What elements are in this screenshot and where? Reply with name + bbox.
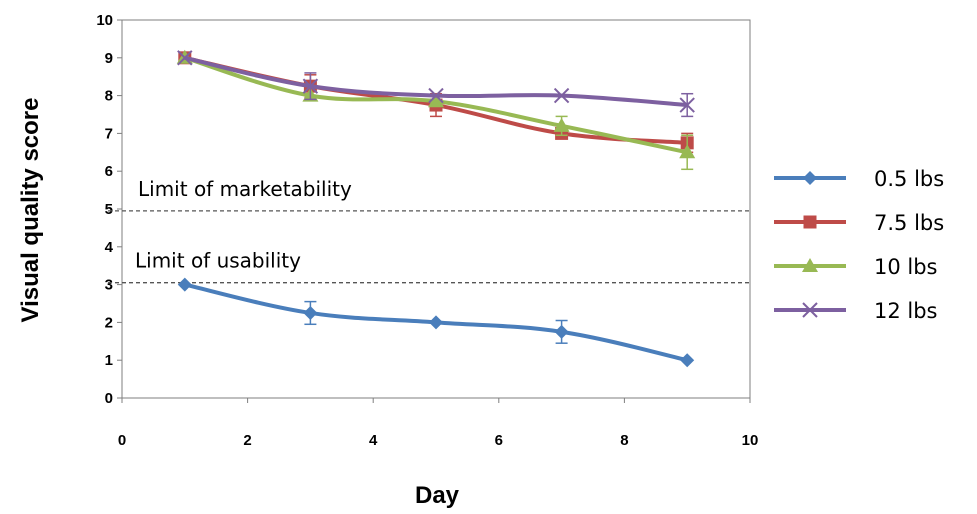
marker-stroke bbox=[553, 87, 570, 104]
y-tick-label: 2 bbox=[105, 314, 113, 331]
legend-label: 12 lbs bbox=[874, 299, 938, 323]
legend-marker bbox=[803, 171, 817, 185]
data-point bbox=[553, 117, 570, 132]
axes bbox=[117, 19, 751, 403]
y-tick-label: 5 bbox=[105, 201, 113, 218]
y-tick-labels: 0 1 2 3 4 5 6 7 8 9 10 bbox=[96, 12, 113, 407]
legend-marker bbox=[803, 215, 817, 229]
data-point bbox=[177, 50, 193, 66]
y-tick-label: 10 bbox=[96, 12, 113, 29]
data-point bbox=[302, 78, 319, 94]
legend-item: 0.5 lbs bbox=[774, 167, 944, 191]
marker-stroke bbox=[177, 50, 193, 66]
x-tick-label: 10 bbox=[742, 432, 759, 449]
x-tick-label: 0 bbox=[118, 432, 126, 449]
plot-area-border bbox=[121, 19, 751, 399]
marker-stroke bbox=[302, 78, 319, 94]
legend-item: 10 lbs bbox=[774, 255, 938, 279]
y-tick-label: 6 bbox=[105, 163, 113, 180]
legend-label: 0.5 lbs bbox=[874, 167, 944, 191]
reference-line-label: Limit of marketability bbox=[138, 177, 352, 201]
data-point bbox=[177, 277, 192, 292]
data-point bbox=[429, 315, 443, 330]
legend: 0.5 lbs 7.5 lbs 10 lbs 12 lbs bbox=[774, 167, 944, 323]
x-tick-label: 6 bbox=[495, 432, 503, 449]
x-tick-label: 8 bbox=[620, 432, 628, 449]
data-point bbox=[680, 353, 695, 368]
y-tick-label: 4 bbox=[105, 239, 114, 256]
data-point bbox=[679, 97, 695, 113]
data-point bbox=[303, 305, 318, 320]
y-axis-title: Visual quality score bbox=[17, 98, 44, 323]
reference-line-label: Limit of usability bbox=[135, 249, 301, 273]
marker-stroke bbox=[428, 87, 444, 104]
legend-item: 12 lbs bbox=[774, 299, 938, 323]
y-tick-label: 8 bbox=[105, 88, 113, 105]
reference-lines: Limit of marketability Limit of usability bbox=[108, 177, 750, 284]
x-axis-title: Day bbox=[415, 482, 460, 509]
y-tick-label: 3 bbox=[105, 277, 113, 294]
y-tick-label: 9 bbox=[105, 50, 113, 67]
y-tick-label: 1 bbox=[105, 352, 113, 369]
legend-marker bbox=[802, 302, 818, 318]
legend-label: 7.5 lbs bbox=[874, 211, 944, 235]
y-tick-label: 0 bbox=[105, 390, 113, 407]
legend-label: 10 lbs bbox=[874, 255, 938, 279]
x-tick-label: 4 bbox=[369, 432, 378, 449]
data-point bbox=[679, 144, 696, 159]
data-point bbox=[553, 87, 570, 104]
data-point bbox=[428, 93, 444, 108]
x-tick-labels: 0 2 4 6 8 10 bbox=[118, 432, 759, 449]
data-point bbox=[428, 87, 444, 104]
y-tick-label: 7 bbox=[105, 125, 113, 142]
series-layer bbox=[176, 49, 696, 368]
series-0-5-lbs bbox=[177, 277, 695, 368]
legend-marker bbox=[802, 258, 818, 272]
marker-stroke bbox=[679, 97, 695, 113]
series-12-lbs bbox=[177, 50, 695, 118]
data-point bbox=[554, 324, 569, 339]
x-tick-label: 2 bbox=[243, 432, 251, 449]
marker-stroke bbox=[802, 302, 818, 318]
legend-item: 7.5 lbs bbox=[774, 211, 944, 235]
